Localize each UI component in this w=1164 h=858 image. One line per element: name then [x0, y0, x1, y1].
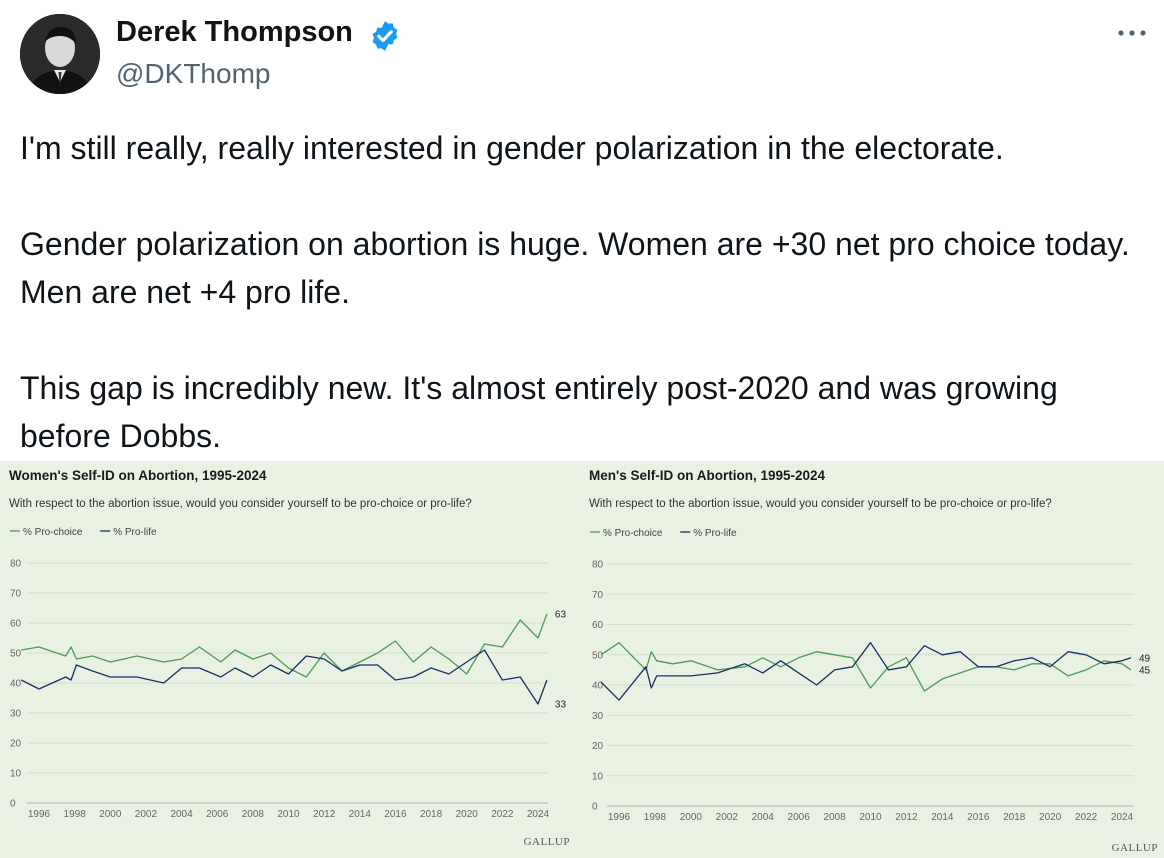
women-xtick-2000: 2000	[99, 809, 122, 820]
women-ytick-60: 60	[10, 619, 22, 630]
women-ytick-30: 30	[10, 709, 22, 720]
men-ytick-70: 70	[592, 590, 604, 601]
men-ytick-10: 10	[592, 771, 604, 782]
women-xtick-2012: 2012	[313, 809, 336, 820]
women-legend-label-1: % Pro-life	[113, 527, 157, 538]
men-xtick-2008: 2008	[823, 812, 846, 823]
women-xtick-2004: 2004	[170, 809, 193, 820]
tweet-paragraph-1: I'm still really, really interested in g…	[20, 130, 1004, 166]
women-source-label: GALLUP	[524, 836, 570, 848]
avatar[interactable]	[20, 14, 100, 94]
men-xtick-2024: 2024	[1111, 812, 1134, 823]
men-xtick-1998: 1998	[644, 812, 667, 823]
men-chart-title: Men's Self-ID on Abortion, 1995-2024	[589, 468, 826, 483]
men-abortion-chart: Men's Self-ID on Abortion, 1995-2024 With…	[589, 468, 1158, 854]
tweet-text: I'm still really, really interested in g…	[20, 124, 1150, 460]
men-ytick-30: 30	[592, 711, 604, 722]
women-series-line-0	[21, 613, 548, 678]
ellipsis-icon[interactable]	[1112, 18, 1152, 48]
men-ytick-20: 20	[592, 741, 604, 752]
tweet-media[interactable]: Women's Self-ID on Abortion, 1995-2024 Wi…	[0, 461, 1164, 858]
men-legend-label-0: % Pro-choice	[603, 528, 663, 539]
women-xtick-2016: 2016	[384, 809, 407, 820]
men-xtick-1996: 1996	[608, 812, 631, 823]
women-legend-label-0: % Pro-choice	[23, 527, 83, 538]
person-portrait-icon	[20, 14, 100, 94]
women-xtick-2010: 2010	[277, 809, 300, 820]
men-ytick-40: 40	[592, 681, 604, 692]
women-ytick-0: 0	[10, 799, 16, 810]
women-chart-subtitle: With respect to the abortion issue, woul…	[9, 498, 472, 510]
tweet-paragraph-3: This gap is incredibly new. It's almost …	[20, 370, 1058, 454]
men-ytick-0: 0	[592, 802, 598, 813]
women-xtick-2024: 2024	[527, 809, 550, 820]
men-xtick-2014: 2014	[931, 812, 954, 823]
men-end-label-0: 45	[1139, 665, 1151, 676]
women-ytick-20: 20	[10, 739, 22, 750]
men-xtick-2018: 2018	[1003, 812, 1026, 823]
men-ytick-50: 50	[592, 650, 604, 661]
men-legend-label-1: % Pro-life	[693, 528, 737, 539]
men-xtick-2010: 2010	[859, 812, 882, 823]
women-series-line-1	[20, 649, 548, 705]
women-xtick-1996: 1996	[28, 809, 51, 820]
women-ytick-40: 40	[10, 679, 22, 690]
tweet-paragraph-2: Gender polarization on abortion is huge.…	[20, 226, 1130, 310]
men-xtick-2000: 2000	[680, 812, 703, 823]
women-xtick-2006: 2006	[206, 809, 229, 820]
men-xtick-2004: 2004	[752, 812, 775, 823]
women-xtick-1998: 1998	[64, 809, 87, 820]
women-xtick-2014: 2014	[349, 809, 372, 820]
women-ytick-70: 70	[10, 589, 22, 600]
men-xtick-2020: 2020	[1039, 812, 1062, 823]
men-chart-subtitle: With respect to the abortion issue, woul…	[589, 498, 1052, 510]
women-ytick-10: 10	[10, 769, 22, 780]
women-xtick-2020: 2020	[456, 809, 479, 820]
men-xtick-2012: 2012	[895, 812, 918, 823]
men-xtick-2016: 2016	[967, 812, 990, 823]
women-xtick-2008: 2008	[242, 809, 265, 820]
author-handle[interactable]: @DKThomp	[116, 58, 271, 89]
women-abortion-chart: Women's Self-ID on Abortion, 1995-2024 Wi…	[9, 468, 570, 848]
men-series-line-0	[600, 642, 1132, 692]
women-xtick-2002: 2002	[135, 809, 158, 820]
men-ytick-80: 80	[592, 560, 604, 571]
women-xtick-2018: 2018	[420, 809, 443, 820]
men-ytick-60: 60	[592, 620, 604, 631]
men-series-line-1	[600, 642, 1132, 701]
men-xtick-2022: 2022	[1075, 812, 1098, 823]
women-chart-title: Women's Self-ID on Abortion, 1995-2024	[9, 468, 267, 483]
men-xtick-2006: 2006	[788, 812, 811, 823]
women-end-label-0: 63	[555, 610, 567, 621]
author-name[interactable]: Derek Thompson	[116, 16, 353, 48]
women-ytick-80: 80	[10, 559, 22, 570]
women-end-label-1: 33	[555, 700, 567, 711]
men-source-label: GALLUP	[1112, 842, 1158, 854]
verified-badge-icon	[372, 21, 398, 51]
men-xtick-2002: 2002	[716, 812, 739, 823]
women-xtick-2022: 2022	[491, 809, 514, 820]
women-ytick-50: 50	[10, 649, 22, 660]
men-end-label-1: 49	[1139, 653, 1151, 664]
